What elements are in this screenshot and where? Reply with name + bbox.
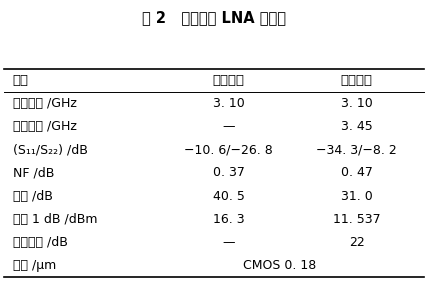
Text: 22: 22 (349, 236, 365, 249)
Text: 镜像抑制 /dB: 镜像抑制 /dB (13, 236, 68, 249)
Text: 3. 10: 3. 10 (213, 97, 244, 110)
Text: 0. 47: 0. 47 (341, 166, 372, 179)
Text: 3. 45: 3. 45 (341, 120, 372, 133)
Text: 0. 37: 0. 37 (213, 166, 245, 179)
Text: 11. 537: 11. 537 (333, 213, 380, 226)
Text: —: — (223, 236, 235, 249)
Text: 参数: 参数 (13, 74, 29, 87)
Text: NF /dB: NF /dB (13, 166, 54, 179)
Text: −10. 6/−26. 8: −10. 6/−26. 8 (184, 143, 273, 156)
Text: 3. 10: 3. 10 (341, 97, 372, 110)
Text: (S₁₁/S₂₂) /dB: (S₁₁/S₂₂) /dB (13, 143, 88, 156)
Text: 增益 /dB: 增益 /dB (13, 190, 53, 203)
Text: 31. 0: 31. 0 (341, 190, 372, 203)
Text: —: — (223, 120, 235, 133)
Text: 表 2   镜像抑制 LNA 的性能: 表 2 镜像抑制 LNA 的性能 (142, 10, 286, 25)
Text: 40. 5: 40. 5 (213, 190, 245, 203)
Text: 镜像频点 /GHz: 镜像频点 /GHz (13, 120, 77, 133)
Text: CMOS 0. 18: CMOS 0. 18 (244, 259, 317, 272)
Text: 无滤波器: 无滤波器 (213, 74, 245, 87)
Text: 输出 1 dB /dBm: 输出 1 dB /dBm (13, 213, 97, 226)
Text: 有滤波器: 有滤波器 (341, 74, 373, 87)
Text: 工作频点 /GHz: 工作频点 /GHz (13, 97, 77, 110)
Text: 工艺 /μm: 工艺 /μm (13, 259, 56, 272)
Text: −34. 3/−8. 2: −34. 3/−8. 2 (316, 143, 397, 156)
Text: 16. 3: 16. 3 (213, 213, 244, 226)
